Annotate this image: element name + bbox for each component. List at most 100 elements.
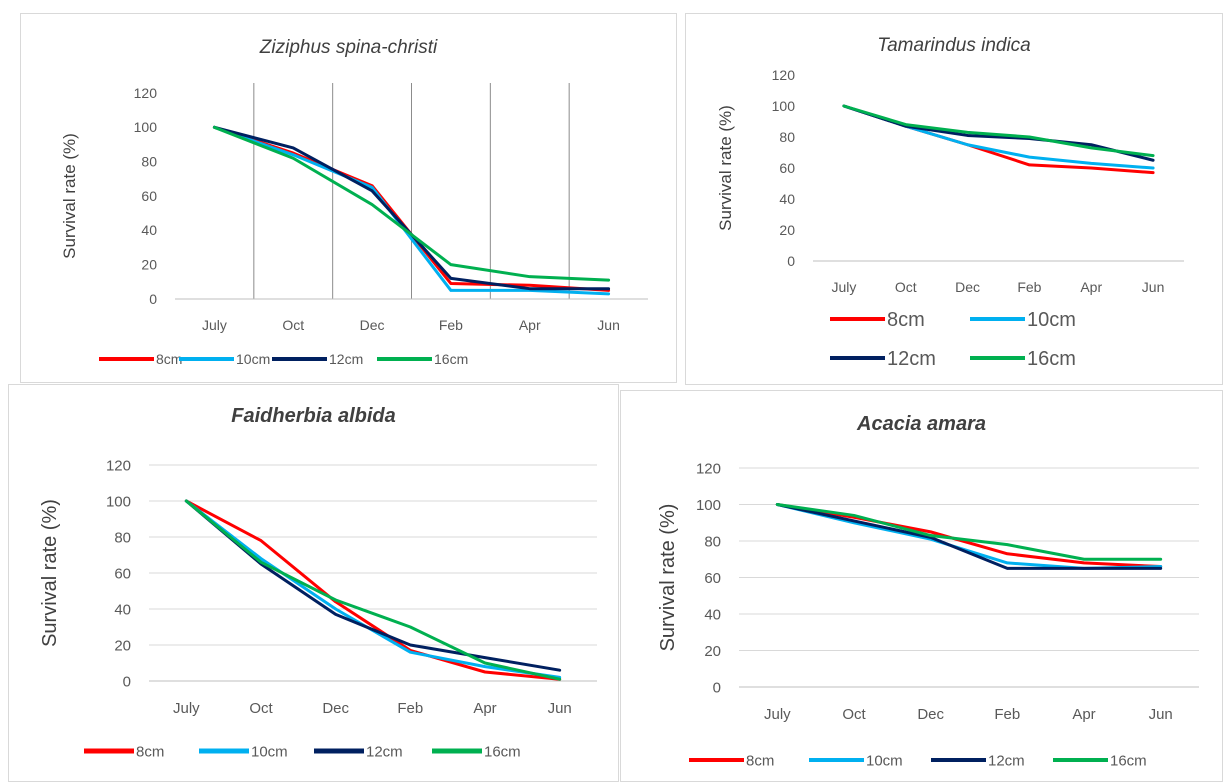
data-point	[449, 263, 453, 266]
data-point	[409, 625, 412, 629]
y-tick-label: 80	[114, 529, 131, 546]
y-tick-label: 40	[141, 222, 157, 238]
data-point	[409, 651, 412, 654]
y-tick-label: 60	[141, 188, 157, 204]
y-tick-label: 20	[114, 637, 131, 654]
chart-faidherbia: Faidherbia albida 0 20 40 60 80 100 120 July Oct D…	[39, 405, 597, 760]
series-line-8cm	[184, 499, 562, 681]
x-tick-label: Jun	[1149, 706, 1173, 723]
x-tick-label: Dec	[360, 317, 385, 333]
y-tick-label: 120	[134, 85, 158, 101]
y-tick-label: 120	[772, 67, 796, 83]
data-point	[1006, 552, 1009, 555]
data-point	[1028, 135, 1031, 139]
data-point	[558, 678, 561, 681]
legend-label: 12cm	[988, 752, 1025, 769]
data-point	[607, 292, 610, 296]
data-point	[334, 613, 337, 616]
data-point	[1082, 561, 1086, 565]
x-tick-label: July	[173, 700, 200, 717]
data-point	[185, 499, 188, 503]
data-point	[1006, 567, 1009, 570]
legend-label: 8cm	[746, 752, 774, 769]
legend-label: 8cm	[156, 351, 182, 367]
y-axis-label: Survival rate (%)	[657, 504, 679, 652]
chart-panel-tamarindus: Tamarindus indica 0 20 40 60 80 100 120 July Oct D…	[685, 13, 1223, 385]
data-point	[1090, 146, 1093, 150]
x-tick-label: Feb	[994, 706, 1020, 723]
series-line-8cm	[842, 104, 1155, 175]
series-line-10cm	[212, 125, 611, 296]
data-point	[558, 669, 561, 672]
chart-title: Tamarindus indica	[877, 35, 1031, 56]
y-tick-label: 0	[149, 291, 157, 307]
data-point	[292, 146, 295, 150]
data-point	[292, 153, 295, 156]
chart-title: Faidherbia albida	[231, 405, 395, 427]
data-point	[1090, 143, 1093, 146]
data-point	[449, 277, 453, 280]
data-point	[966, 143, 969, 146]
x-tick-label: Apr	[1080, 279, 1102, 295]
data-point	[213, 126, 216, 129]
legend-label: 16cm	[434, 351, 468, 367]
data-point	[1028, 163, 1031, 167]
data-point	[483, 670, 487, 674]
chart-panel-faidherbia: Faidherbia albida 0 20 40 60 80 100 120 July Oct D…	[8, 384, 619, 782]
x-tick-label: Feb	[1017, 279, 1041, 295]
y-tick-label: 80	[779, 129, 795, 145]
series-line-10cm	[184, 499, 562, 679]
legend-label: 12cm	[366, 743, 403, 760]
x-tick-label: Jun	[548, 700, 572, 717]
x-tick-label: July	[764, 706, 791, 723]
y-tick-label: 60	[114, 565, 131, 582]
x-tick-label: Dec	[917, 706, 944, 723]
series-line-8cm	[775, 503, 1163, 569]
series-line-12cm	[775, 503, 1163, 570]
y-tick-label: 100	[696, 497, 721, 514]
chart-acacia: Acacia amara 0 20 40 60 80 100 120 July Oct Dec Feb…	[657, 413, 1199, 769]
chart-title: Ziziphus spina-christi	[259, 37, 438, 58]
data-point	[1151, 159, 1155, 162]
data-point	[607, 278, 610, 282]
y-tick-label: 0	[123, 673, 131, 690]
y-axis-label: Survival rate (%)	[39, 499, 61, 647]
legend-label: 8cm	[887, 309, 925, 331]
y-tick-label: 120	[696, 460, 721, 477]
data-point	[1090, 162, 1093, 165]
x-tick-label: Feb	[439, 317, 463, 333]
y-tick-label: 100	[772, 98, 796, 114]
x-tick-label: July	[202, 317, 227, 333]
y-tick-label: 60	[704, 570, 721, 587]
legend-label: 16cm	[1027, 348, 1076, 370]
x-tick-label: Oct	[282, 317, 304, 333]
x-tick-label: Jun	[597, 317, 620, 333]
y-tick-label: 20	[704, 643, 721, 660]
data-point	[776, 503, 779, 506]
legend-label: 10cm	[251, 743, 288, 760]
data-point	[334, 607, 337, 611]
data-point	[929, 534, 932, 537]
y-tick-label: 120	[106, 457, 131, 474]
y-tick-label: 80	[704, 533, 721, 550]
data-point	[259, 561, 263, 564]
y-tick-label: 80	[141, 154, 157, 170]
x-tick-label: July	[831, 279, 856, 295]
x-tick-label: Feb	[397, 700, 423, 717]
data-point	[1151, 154, 1155, 157]
legend-label: 16cm	[484, 743, 521, 760]
x-tick-label: Oct	[842, 706, 866, 723]
data-point	[1151, 166, 1155, 170]
x-tick-label: Apr	[473, 700, 496, 717]
data-point	[370, 189, 374, 193]
chart-panel-ziziphus: Ziziphus spina-christi 0 20 40 60 80 100 120 Jul…	[20, 13, 677, 383]
y-tick-label: 40	[779, 191, 795, 207]
y-tick-label: 40	[114, 601, 131, 618]
x-tick-label: Dec	[955, 279, 980, 295]
data-point	[334, 598, 337, 602]
data-point	[1006, 543, 1009, 546]
data-point	[904, 123, 907, 126]
x-tick-label: Apr	[1072, 706, 1095, 723]
y-tick-label: 0	[787, 253, 795, 269]
data-point	[370, 203, 374, 206]
